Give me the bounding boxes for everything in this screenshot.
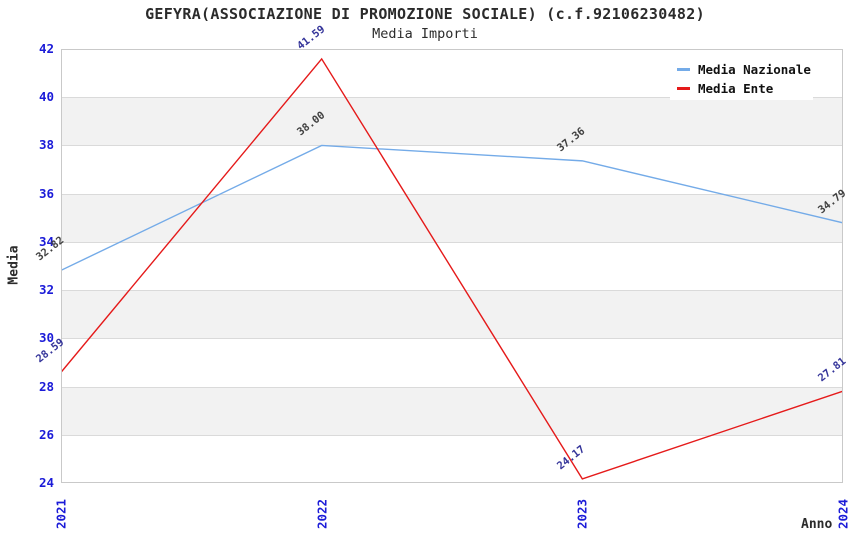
x-tick-label: 2023 bbox=[574, 498, 590, 530]
plot-band bbox=[62, 290, 842, 339]
y-tick-label: 42 bbox=[38, 41, 54, 56]
plot-band bbox=[62, 386, 842, 435]
y-tick-label: 38 bbox=[38, 137, 54, 153]
y-tick-label: 24 bbox=[38, 475, 54, 490]
gridline bbox=[62, 386, 842, 388]
chart-title: GEFYRA(ASSOCIAZIONE DI PROMOZIONE SOCIAL… bbox=[145, 5, 705, 23]
legend-item-media-ente: Media Ente bbox=[677, 79, 813, 98]
x-tick-label: 2024 bbox=[835, 498, 850, 530]
plot-band bbox=[62, 97, 842, 146]
plot-area bbox=[61, 49, 843, 483]
legend-line-swatch-media-nazionale bbox=[677, 68, 690, 71]
series-line-media-ente bbox=[62, 57, 842, 480]
gridline bbox=[62, 241, 842, 243]
x-tick-label: 2021 bbox=[53, 498, 69, 530]
y-tick-label: 26 bbox=[38, 426, 54, 442]
legend: Media Nazionale Media Ente bbox=[670, 56, 813, 100]
y-tick-label: 30 bbox=[38, 330, 54, 346]
legend-item-media-nazionale: Media Nazionale bbox=[677, 60, 813, 79]
gridline bbox=[62, 145, 842, 147]
series-line-media-nazionale bbox=[62, 144, 842, 271]
legend-label-media-nazionale: Media Nazionale bbox=[698, 62, 811, 77]
y-tick-label: 28 bbox=[38, 378, 54, 394]
gridline bbox=[62, 338, 842, 340]
gridline bbox=[62, 97, 842, 99]
gridline bbox=[62, 434, 842, 436]
y-tick-label: 34 bbox=[38, 233, 54, 249]
legend-label-media-ente: Media Ente bbox=[698, 81, 774, 96]
y-tick-label: 36 bbox=[38, 185, 54, 201]
series-lines bbox=[62, 57, 842, 480]
x-axis-title: Anno bbox=[801, 517, 833, 532]
chart-subtitle: Media Importi bbox=[372, 26, 478, 42]
plot-band bbox=[62, 193, 842, 242]
y-tick-label: 40 bbox=[38, 89, 54, 105]
gridline bbox=[62, 193, 842, 195]
legend-line-swatch-media-ente bbox=[677, 87, 690, 90]
x-tick-label: 2022 bbox=[314, 498, 330, 530]
y-axis-title: Media bbox=[6, 245, 22, 285]
y-tick-label: 32 bbox=[38, 282, 54, 298]
gridline bbox=[62, 290, 842, 292]
